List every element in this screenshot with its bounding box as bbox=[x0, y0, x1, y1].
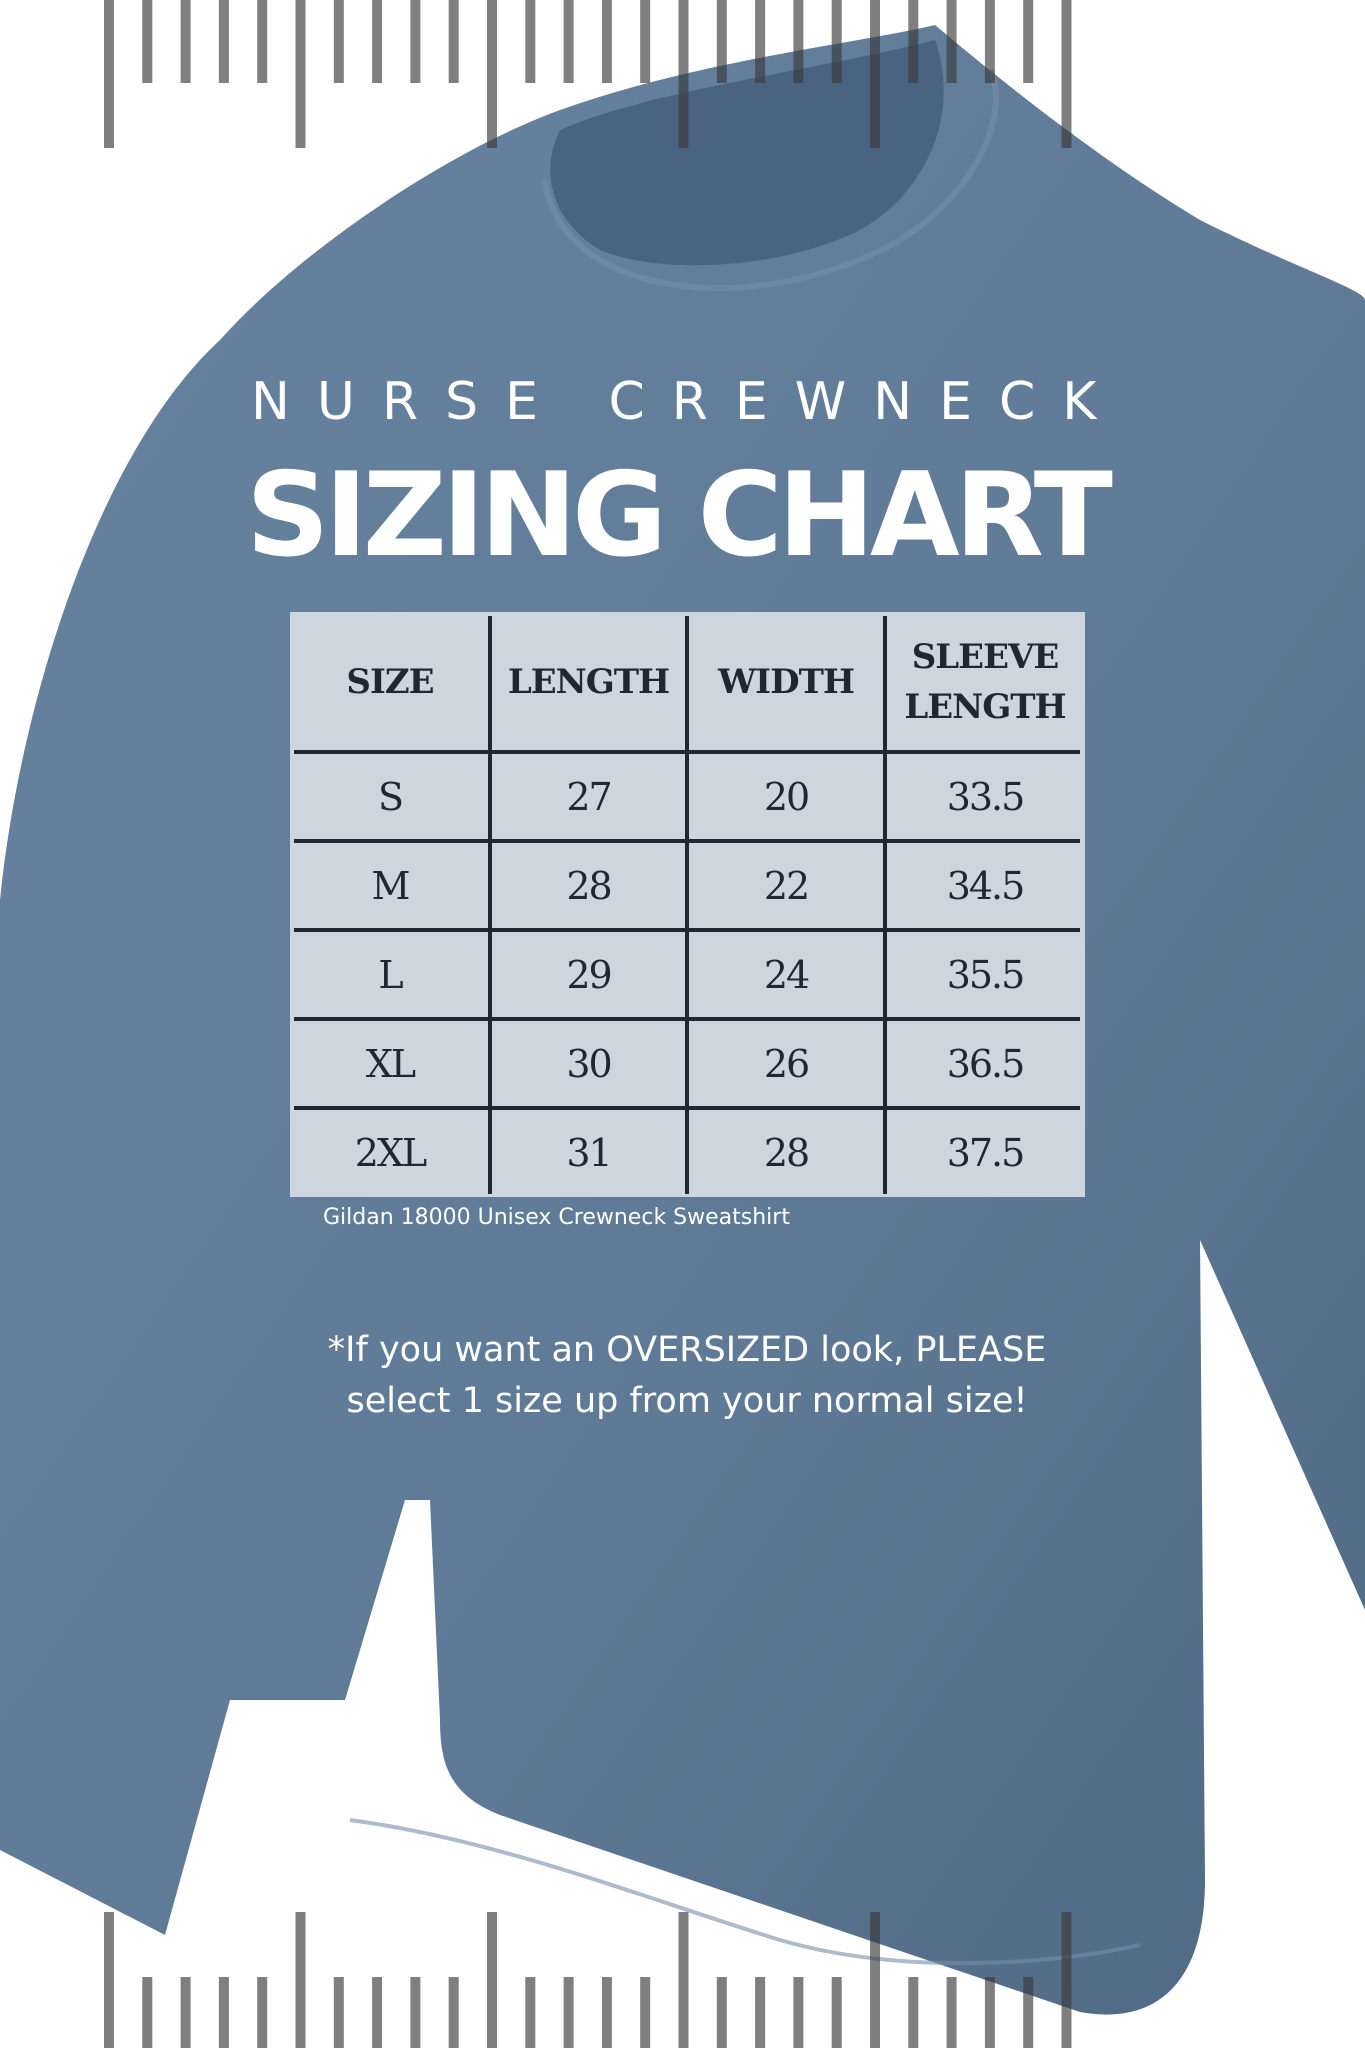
table-cell: M bbox=[371, 863, 411, 908]
table-cell: 34.5 bbox=[946, 863, 1026, 908]
column-divider bbox=[488, 616, 492, 1194]
table-cell: 36.5 bbox=[946, 1041, 1026, 1086]
table-cell: 28 bbox=[566, 863, 612, 908]
table-cell: 29 bbox=[566, 952, 612, 997]
table-cell: 22 bbox=[763, 863, 810, 908]
table-cell: 28 bbox=[763, 1130, 810, 1175]
column-header: SIZE bbox=[346, 662, 434, 702]
table-cell: 27 bbox=[566, 774, 612, 819]
hem-seam bbox=[349, 1818, 1141, 1966]
column-divider bbox=[685, 616, 689, 1194]
table-cell: 33.5 bbox=[946, 774, 1026, 819]
table-cell: 20 bbox=[763, 774, 810, 819]
column-header: LENGTH bbox=[507, 662, 670, 702]
table-cell: 31 bbox=[566, 1130, 612, 1175]
column-header: SLEEVE LENGTH bbox=[904, 637, 1066, 727]
collar-rib bbox=[542, 68, 999, 291]
table-cell: L bbox=[378, 952, 403, 997]
table-cell: 24 bbox=[763, 952, 810, 997]
table-cell: XL bbox=[365, 1041, 416, 1086]
table-cell: 35.5 bbox=[946, 952, 1026, 997]
product-footnote: Gildan 18000 Unisex Crewneck Sweatshirt bbox=[323, 1205, 790, 1230]
oversized-note: *If you want an OVERSIZED look, PLEASE s… bbox=[327, 1330, 1047, 1421]
column-divider bbox=[883, 616, 887, 1194]
table-cell: 26 bbox=[763, 1041, 810, 1086]
collar-opening bbox=[550, 40, 944, 266]
column-header: WIDTH bbox=[718, 662, 855, 702]
table-cell: 30 bbox=[566, 1041, 612, 1086]
page-title: SIZING CHART bbox=[246, 448, 1113, 583]
table-cell: 37.5 bbox=[946, 1130, 1026, 1175]
table-cell: S bbox=[377, 774, 404, 819]
table-cell: 2XL bbox=[354, 1130, 427, 1175]
size-chart-table: SIZE LENGTH WIDTH SLEEVE LENGTH S 27 20 33.5 M 28… bbox=[290, 612, 1085, 1197]
title-kicker: NURSE CREWNECK bbox=[251, 372, 1124, 432]
